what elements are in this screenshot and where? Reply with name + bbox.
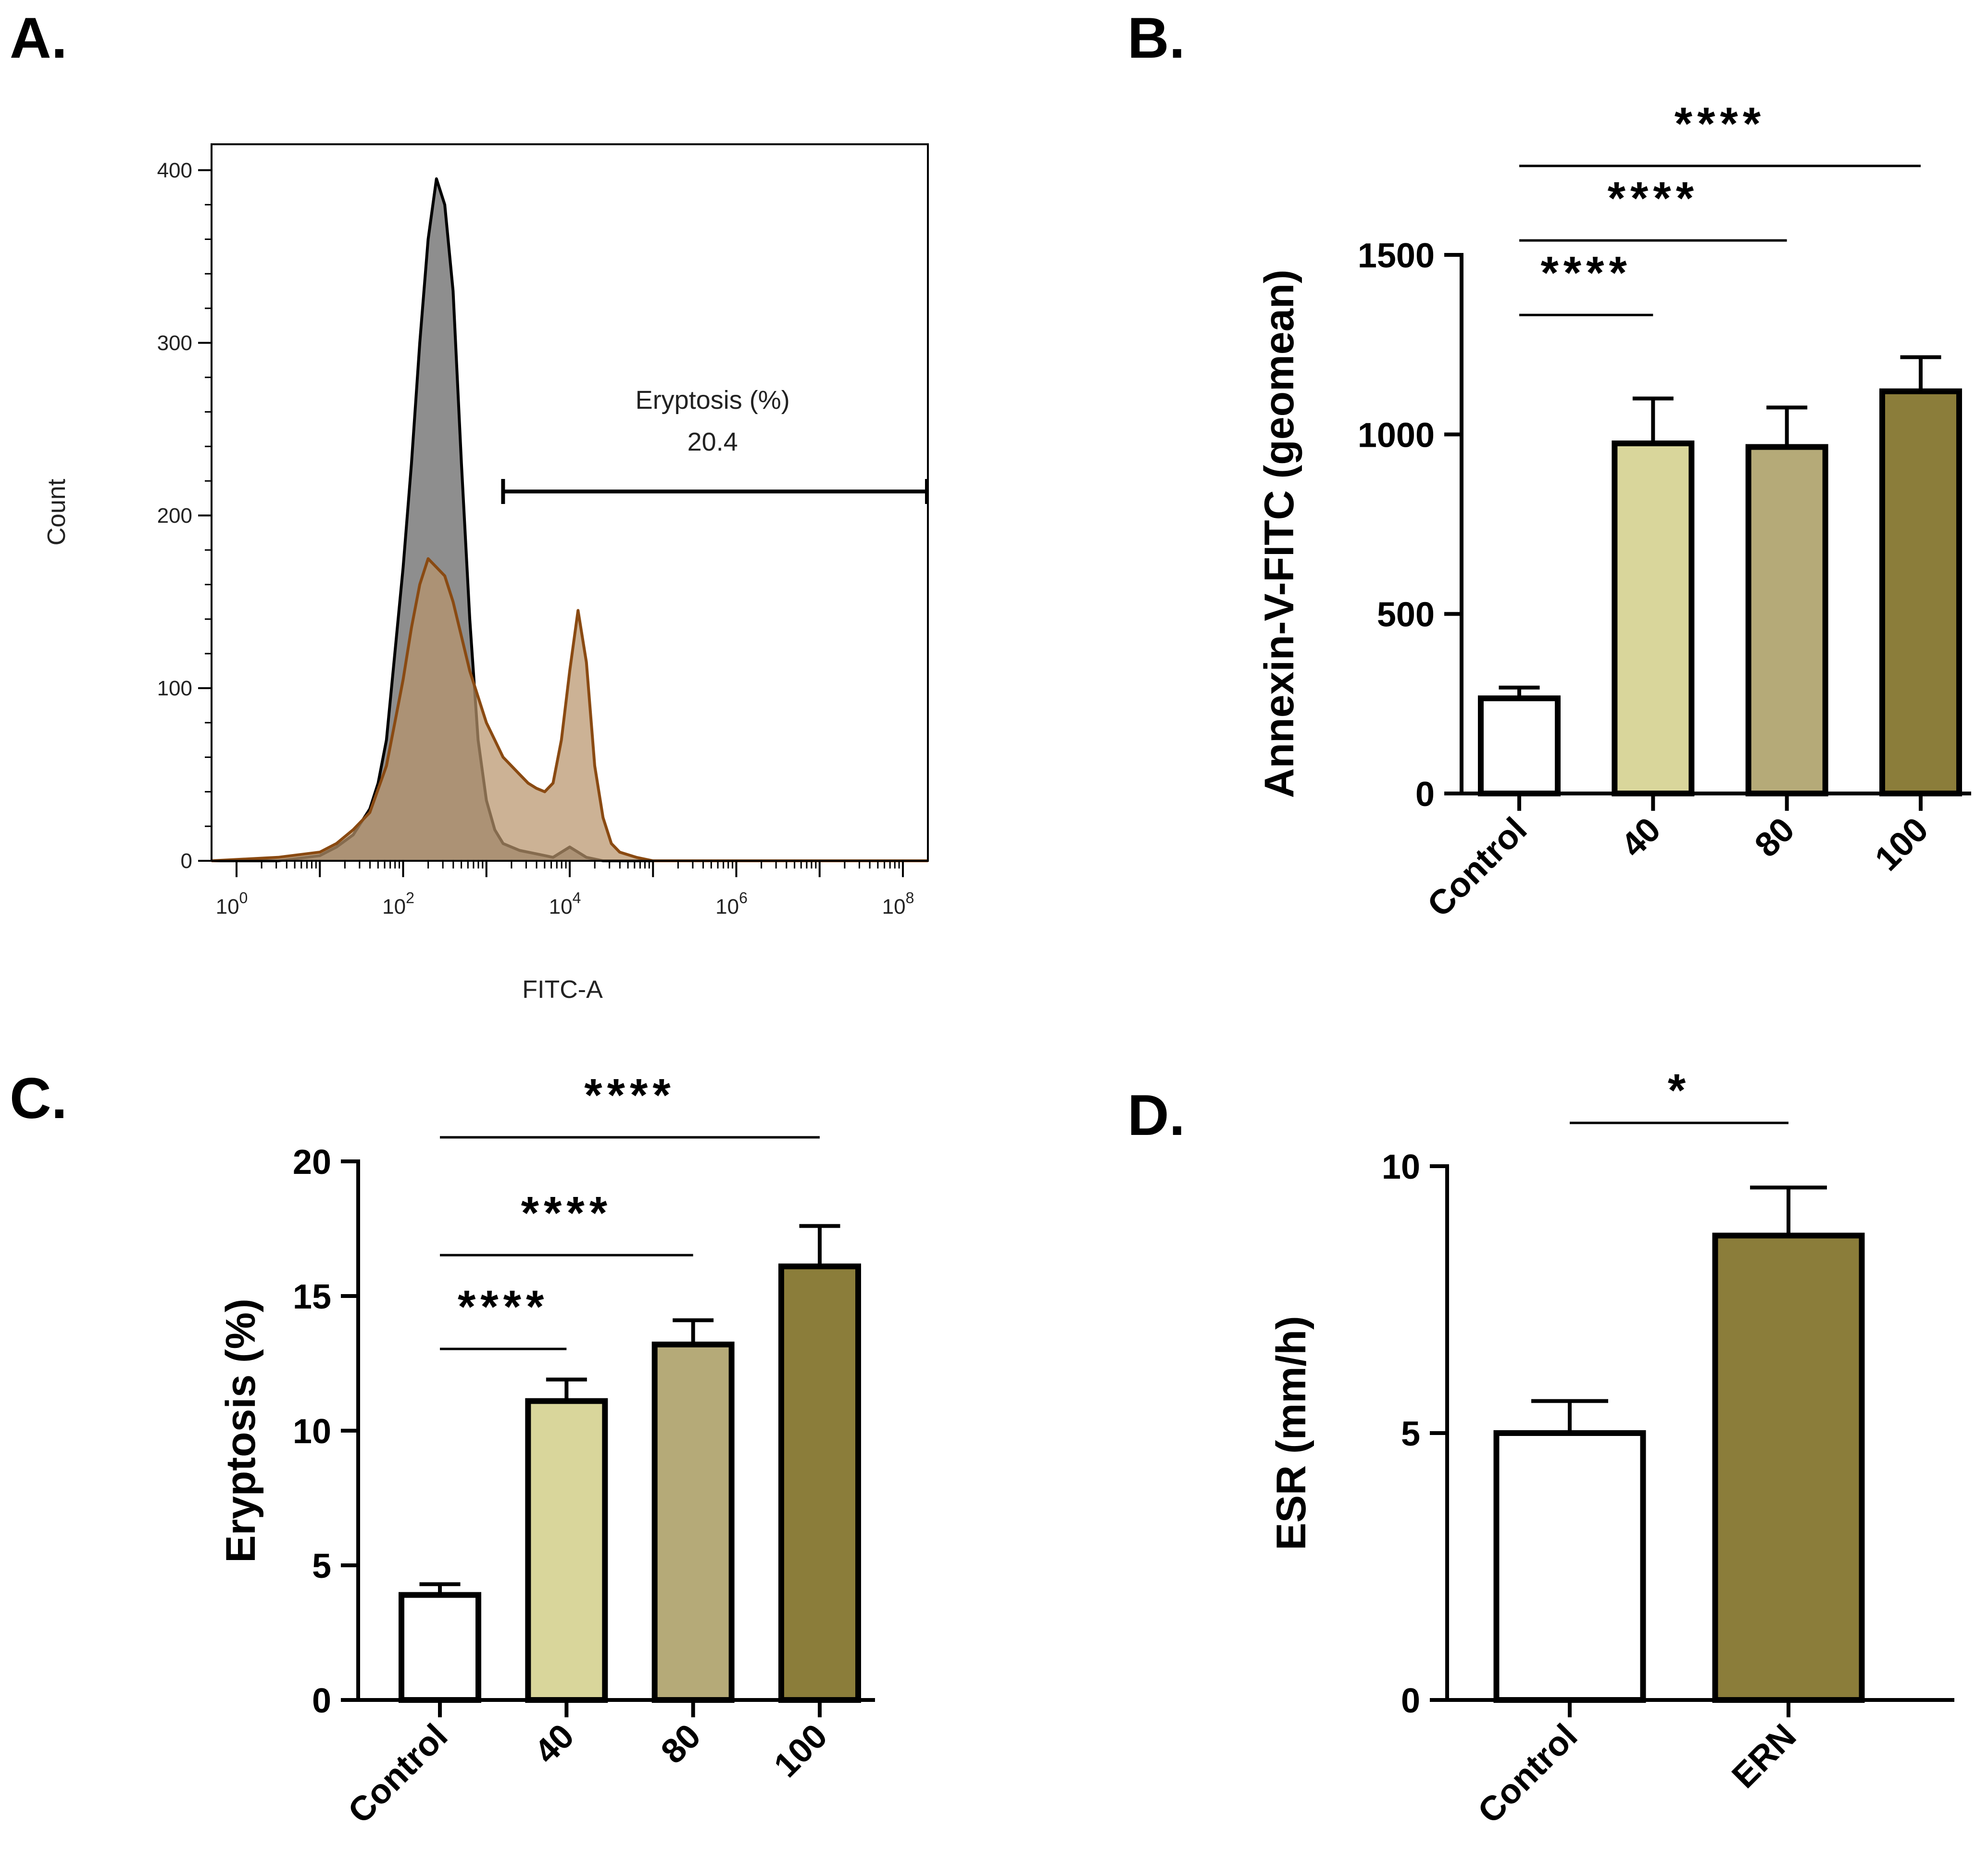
bar-b-100 [1879,388,1962,796]
y-tick-label-b: 1500 [1358,237,1435,275]
x-axis-label-a: FITC-A [522,976,603,1004]
x-tick-exp-a: 2 [406,889,414,906]
bar-c-40 [525,1398,608,1703]
bar-c-100 [778,1263,861,1703]
bar-b-80 [1745,444,1828,796]
y-tick-label-a: 300 [157,331,192,355]
y-tick-label-c: 15 [293,1278,331,1316]
x-tick-label-c: 40 [527,1717,581,1771]
panel-c: C. 0 5 10 15 20 Control 40 80 100 Eryptosis (%) ***… [10,1066,875,1831]
x-tick-exp-a: 6 [739,889,748,906]
panel-label-c: C. [10,1066,67,1131]
x-tick-exp-a: 8 [906,889,914,906]
x-tick-base-a: 10 [216,895,239,919]
x-tick-label-b: 80 [1748,810,1802,865]
x-tick-label-b: 40 [1613,810,1668,865]
y-tick-label-c: 20 [293,1143,331,1182]
significance-stars-c: **** [584,1070,675,1121]
x-tick-base-a: 10 [382,895,406,919]
bar-b-control [1478,695,1561,796]
x-tick-label-b: Control [1420,810,1535,925]
panel-label-a: A. [10,6,67,70]
y-tick-label-a: 100 [157,677,192,700]
y-axis-label-b: Annexin-V-FITC (geomean) [1256,270,1302,798]
significance-stars-b: **** [1608,173,1699,224]
y-tick-label-b: 0 [1415,775,1435,814]
y-tick-label-d: 5 [1401,1415,1420,1453]
bar-c-control [399,1592,481,1703]
x-tick-label-a: 108 [882,889,914,919]
panel-b: B. 0 500 1000 1500 Control 40 80 100 Annexin-V-FI… [1127,6,1971,924]
y-tick-label-b: 1000 [1358,416,1435,454]
x-tick-base-a: 10 [715,895,739,919]
y-tick-label-d: 0 [1401,1682,1420,1720]
panel-label-b: B. [1127,6,1185,70]
y-tick-label-a: 200 [157,504,192,528]
y-tick-label-a: 400 [157,159,192,182]
x-tick-exp-a: 4 [573,889,581,906]
y-tick-label-c: 5 [312,1547,331,1586]
y-tick-label-c: 10 [293,1412,331,1451]
x-tick-label-c: Control [341,1717,455,1831]
x-tick-label-a: 106 [715,889,748,919]
x-tick-exp-a: 0 [239,889,248,906]
significance-stars-c: **** [458,1281,549,1333]
y-tick-label-a: 0 [181,849,192,873]
bar-b-40 [1612,441,1695,796]
x-tick-label-a: 104 [549,889,581,919]
significance-stars-b: **** [1540,247,1631,299]
x-tick-label-d: Control [1471,1717,1585,1831]
bar-d-control [1493,1430,1646,1703]
histogram-area-treated [212,558,928,861]
x-tick-label-d: ERN [1725,1717,1803,1796]
gate-label: Eryptosis (%) [636,386,790,415]
y-tick-label-c: 0 [312,1682,331,1720]
x-tick-base-a: 10 [549,895,573,919]
y-tick-label-d: 10 [1382,1148,1420,1186]
x-tick-label-a: 100 [216,889,248,919]
x-tick-label-c: 80 [654,1717,708,1771]
y-axis-label-a: Count [43,478,71,545]
x-tick-label-a: 102 [382,889,414,919]
y-tick-label-b: 500 [1377,596,1435,634]
significance-stars-c: **** [521,1187,612,1239]
panel-label-d: D. [1127,1083,1185,1147]
significance-stars-b: **** [1675,98,1765,150]
panel-d: D. 0 5 10 Control ERN ESR (mm/h) * [1127,1065,1954,1831]
y-axis-label-c: Eryptosis (%) [218,1298,264,1563]
y-axis-label-d: ESR (mm/h) [1268,1316,1314,1550]
bar-c-80 [651,1341,735,1703]
x-tick-base-a: 10 [882,895,906,919]
histogram-line-treated [211,557,928,862]
x-tick-label-b: 100 [1868,810,1936,879]
gate-value: 20.4 [688,428,738,456]
x-tick-label-c: 100 [767,1717,835,1785]
bar-d-ern [1712,1233,1865,1703]
significance-stars-d: * [1668,1065,1690,1116]
